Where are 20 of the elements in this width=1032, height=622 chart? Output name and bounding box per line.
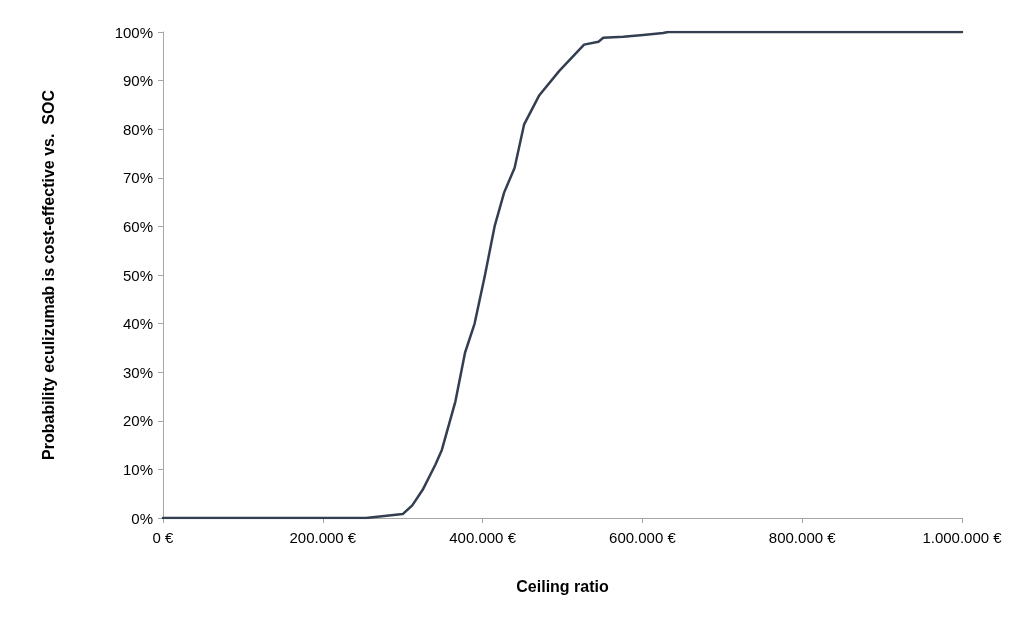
y-tick-label: 60%	[122, 217, 153, 235]
y-tick-label: 70%	[122, 169, 153, 187]
x-tick-label: 200.000 €	[289, 529, 357, 546]
y-tick-label: 80%	[122, 120, 153, 138]
y-tick-label: 50%	[122, 266, 153, 284]
y-tick-label: 30%	[122, 363, 153, 381]
y-tick-label: 20%	[122, 412, 153, 430]
x-tick-label: 0 €	[152, 529, 175, 546]
y-tick-label: 0%	[131, 509, 153, 527]
y-tick-label: 100%	[114, 23, 153, 41]
y-axis-title: Probability eculizumab is cost-effective vs. SOC	[39, 89, 57, 460]
x-tick-label: 600.000 €	[609, 529, 677, 546]
y-tick-label: 90%	[122, 72, 153, 90]
y-tick-label: 40%	[122, 315, 153, 333]
x-tick-label: 400.000 €	[449, 529, 517, 546]
line-series	[161, 30, 964, 520]
x-tick-label: 1.000.000 €	[922, 529, 1003, 546]
y-tick-label: 10%	[122, 460, 153, 478]
x-axis-title: Ceiling ratio	[516, 577, 609, 595]
x-tick-label: 800.000 €	[768, 529, 837, 546]
